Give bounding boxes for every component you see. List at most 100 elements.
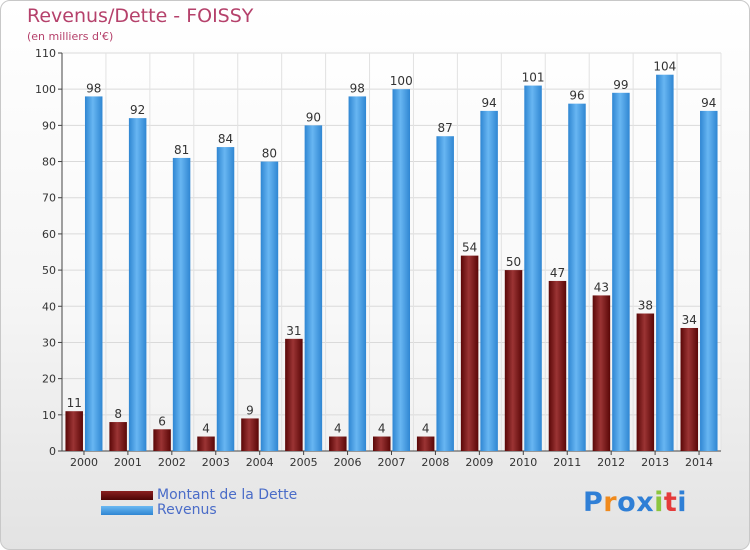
x-tick-label: 2010 [509,456,537,469]
y-tick-label: 50 [42,264,56,277]
x-tick-label: 2003 [202,456,230,469]
bar-dette [504,270,523,451]
bar-revenus [172,157,191,451]
bar-revenus [216,147,235,451]
data-label-revenus: 87 [438,121,453,135]
y-tick-label: 60 [42,228,56,241]
bar-revenus [436,136,454,451]
bar-dette [65,411,83,451]
data-label-dette: 6 [158,414,166,428]
data-labels: 11 98 8 92 6 81 4 84 9 80 31 90 4 98 4 100 4 87 54 94 50 101 4… [67,60,717,436]
data-label-dette: 47 [550,266,565,280]
bar-dette [416,436,435,451]
bar-revenus [700,110,718,452]
x-tick-label: 2014 [685,456,713,469]
y-tick-label: 70 [42,192,56,205]
plot-area [62,53,721,451]
y-tick-label: 80 [42,156,56,169]
data-label-dette: 4 [422,422,430,436]
x-tick-label: 2001 [114,456,142,469]
bar-dette [636,313,655,451]
bar-dette [197,436,215,451]
data-label-revenus: 80 [262,147,277,161]
chart-title: Revenus/Dette - FOISSY [27,5,254,27]
bar-dette [109,422,127,451]
chart-subtitle: (en milliers d'€) [27,30,114,43]
data-label-dette: 50 [506,255,521,269]
data-label-dette: 34 [682,313,697,327]
bar-dette [329,436,347,451]
bar-dette [373,436,391,451]
data-label-dette: 4 [378,422,386,436]
data-label-revenus: 99 [613,78,628,92]
bar-revenus [524,85,542,452]
data-label-revenus: 101 [522,71,545,85]
bar-dette [241,418,259,451]
x-tick-label: 2009 [465,456,493,469]
axes: 0 10 20 30 40 50 60 70 80 90 100 110 2000 2001 2002 200… [35,47,721,469]
data-label-revenus: 94 [701,96,716,110]
bar-revenus [612,92,630,452]
x-tick-label: 2006 [334,456,362,469]
data-label-dette: 4 [334,422,342,436]
x-tick-label: 2012 [597,456,625,469]
y-tick-label: 40 [42,300,56,313]
data-label-revenus: 94 [481,96,496,110]
data-label-dette: 38 [638,299,653,313]
x-tick-label: 2013 [641,456,669,469]
bar-revenus [656,74,674,451]
y-tick-label: 0 [49,445,56,458]
legend-label-revenus: Revenus [157,502,217,518]
bar-revenus [348,96,367,451]
bars [65,74,718,452]
bar-dette [680,327,699,451]
y-tick-label: 30 [42,336,56,349]
x-tick-label: 2002 [158,456,186,469]
y-tick-label: 100 [35,83,56,96]
legend-swatch-dette [101,491,153,500]
data-label-revenus: 90 [306,110,321,124]
x-tick-label: 2008 [421,456,449,469]
legend-label-dette: Montant de la Dette [157,487,298,503]
bar-dette [592,295,611,451]
x-tick-label: 2007 [378,456,406,469]
data-label-revenus: 92 [130,103,145,117]
bar-dette [460,255,479,451]
x-tick-label: 2000 [70,456,98,469]
data-label-dette: 43 [594,280,609,294]
data-label-dette: 11 [67,396,82,410]
data-label-revenus: 81 [174,143,189,157]
proxiti-logo: Proxiti [583,487,688,518]
y-tick-label: 20 [42,373,56,386]
bar-revenus [304,125,323,451]
x-tick-label: 2004 [246,456,274,469]
x-tick-label: 2005 [290,456,318,469]
x-tick-label: 2011 [553,456,581,469]
data-label-dette: 31 [286,324,301,338]
bar-revenus [260,161,279,451]
data-label-dette: 8 [114,407,122,421]
bar-dette [153,429,171,451]
y-tick-label: 10 [42,409,56,422]
data-label-revenus: 96 [569,89,584,103]
data-label-revenus: 98 [86,81,101,95]
data-label-dette: 54 [462,241,477,255]
data-label-revenus: 100 [390,74,413,88]
gridlines [61,52,722,452]
data-label-dette: 9 [246,403,254,417]
data-label-dette: 4 [202,422,210,436]
bar-revenus [128,118,147,452]
bar-dette [548,280,567,451]
bar-revenus [568,103,586,452]
legend-swatch-revenus [101,506,153,515]
data-label-revenus: 104 [653,60,676,74]
bar-revenus [480,110,498,452]
bar-revenus [84,96,103,451]
bar-revenus [392,89,410,451]
data-label-revenus: 84 [218,132,233,146]
y-tick-label: 90 [42,119,56,132]
data-label-revenus: 98 [350,81,365,95]
y-tick-label: 110 [35,47,56,60]
